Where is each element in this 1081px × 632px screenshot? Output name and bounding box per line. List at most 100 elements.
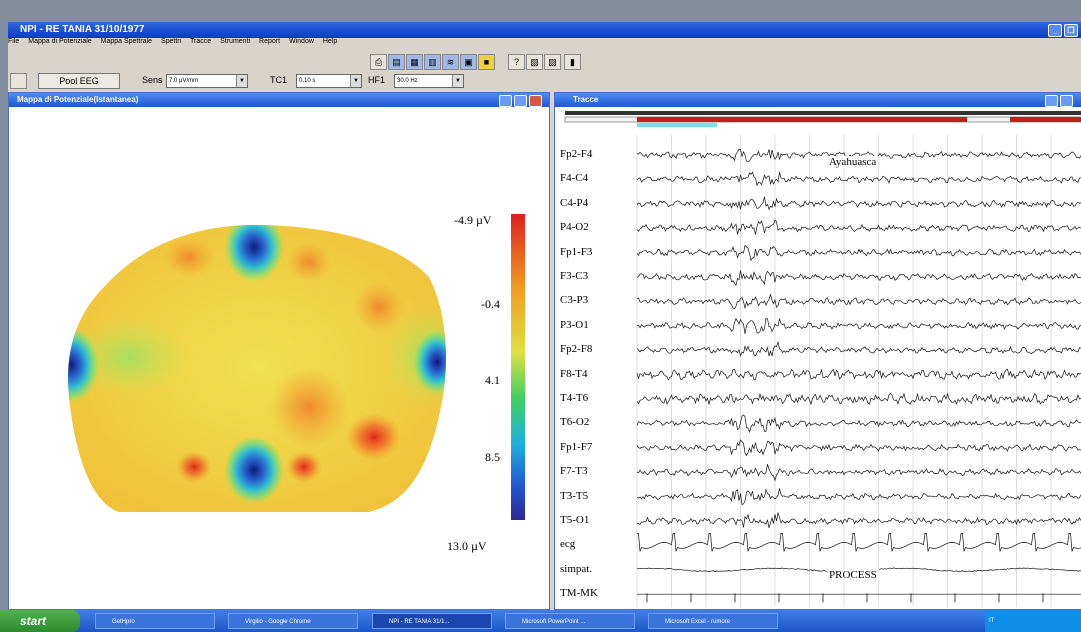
hf-select[interactable]: 30.0 Hz ▼	[394, 74, 464, 88]
eeg-trace	[636, 148, 1081, 162]
trace-grid	[636, 135, 1052, 607]
settings-toolbar: Pool EEG Sens 7.0 µV/mm ▼ TC1 0.10 s ▼ HF1…	[8, 71, 1081, 91]
scale-label-4: 8.5	[485, 450, 500, 464]
language-indicator[interactable]: IT	[989, 618, 995, 624]
restore-button[interactable]: ❐	[1064, 24, 1078, 37]
channel-label: T5-O1	[560, 514, 590, 526]
eeg-trace	[636, 488, 1081, 506]
annotation-ayahuasca: Ayahuasca	[827, 156, 879, 168]
channel-label: F4-C4	[560, 172, 589, 185]
task-powerpoint[interactable]: Microsoft PowerPoint ...	[505, 613, 635, 629]
channel-label: C4-P4	[560, 196, 589, 209]
start-button[interactable]: start	[0, 610, 80, 632]
hf-value: 30.0 Hz	[397, 78, 418, 84]
timeline-marker-bar	[565, 111, 1081, 115]
eeg-trace	[636, 368, 1081, 381]
potential-map-window: Mappa di Potenziale(Istantanea)	[8, 92, 550, 610]
traces-plot	[564, 111, 1081, 607]
map-window-titlebar: Mappa di Potenziale(Istantanea)	[9, 93, 549, 107]
channel-label: P4-O2	[560, 221, 589, 234]
menu-mappa-spettrale[interactable]: Mappa Spettrale	[100, 38, 152, 45]
app-title: NPI - RE TANIA 31/10/1977	[20, 24, 145, 35]
montage-icon[interactable]: ▤	[388, 54, 405, 70]
task-chrome[interactable]: Virgilio - Google Chrome	[228, 613, 358, 629]
color-icon[interactable]: ■	[478, 54, 495, 70]
sens-value: 7.0 µV/mm	[169, 78, 199, 84]
tc-select[interactable]: 0.10 s ▼	[296, 74, 362, 88]
close-button[interactable]	[529, 95, 542, 107]
menu-spettri[interactable]: Spettri	[160, 38, 182, 45]
timeline-segment	[1010, 117, 1081, 122]
chevron-down-icon: ▼	[452, 75, 463, 87]
menu-file[interactable]: File	[8, 38, 20, 45]
layout-icon[interactable]: ▣	[460, 54, 477, 70]
sens-label: Sens	[142, 75, 163, 85]
maximize-button[interactable]	[1060, 95, 1073, 107]
eeg-trace	[636, 439, 1081, 457]
tc-value: 0.10 s	[299, 78, 316, 84]
menu-strumenti[interactable]: Strumenti	[220, 38, 251, 45]
app-titlebar: NPI - RE TANIA 31/10/1977 _ ❐	[8, 22, 1081, 38]
menu-mappa-potenziale[interactable]: Mappa di Potenziale	[28, 38, 92, 45]
minimize-button[interactable]: _	[1048, 24, 1062, 37]
minimize-button[interactable]	[499, 95, 512, 107]
print-icon[interactable]: ⎙	[370, 54, 387, 70]
pool-eeg-button[interactable]: Pool EEG	[38, 73, 120, 89]
spectrum-icon[interactable]: ▥	[424, 54, 441, 70]
bars-icon[interactable]: ▮	[564, 54, 581, 70]
timeline-selection[interactable]	[637, 117, 967, 122]
channel-label: ecg	[560, 538, 576, 551]
scale-label-max: -4.9 µV	[454, 213, 492, 227]
channel-label: T3-T5	[560, 489, 589, 502]
chevron-down-icon: ▼	[350, 75, 361, 87]
timeline-cursor[interactable]	[637, 123, 717, 127]
traces-window-titlebar: Tracce	[555, 93, 1081, 107]
channel-label: T4-T6	[560, 392, 589, 404]
eeg-trace	[636, 293, 1081, 310]
sens-select[interactable]: 7.0 µV/mm ▼	[166, 74, 248, 88]
trace-lines	[636, 148, 1081, 603]
traces-window-title: Tracce	[573, 95, 599, 104]
menu-help[interactable]: Help	[322, 38, 338, 45]
eeg-trace	[636, 392, 1081, 406]
report-icon[interactable]: ▧	[526, 54, 543, 70]
channel-label: F3-C3	[560, 270, 589, 282]
back-icon[interactable]	[10, 73, 27, 89]
map-icon[interactable]: ▦	[406, 54, 423, 70]
menu-report[interactable]: Report	[259, 38, 281, 45]
eeg-trace	[636, 464, 1081, 482]
potential-map	[68, 214, 525, 520]
menu-window[interactable]: Window	[289, 38, 314, 45]
channel-label: TM-MK	[560, 587, 598, 600]
scale-label-3: 4.1	[485, 373, 500, 387]
channel-label: P3-O1	[560, 318, 589, 331]
channel-label: simpat.	[560, 562, 593, 575]
eeg-trace	[636, 270, 1081, 287]
maximize-button[interactable]	[514, 95, 527, 107]
channel-label: Fp1-F7	[560, 440, 593, 453]
help-icon[interactable]: ?	[508, 54, 525, 70]
scale-label-min: 13.0 µV	[447, 539, 487, 553]
channel-label: F7-T3	[560, 465, 588, 478]
eeg-trace	[636, 171, 1081, 187]
map-window-title: Mappa di Potenziale(Istantanea)	[17, 95, 139, 104]
task-gethpro[interactable]: GetHpro	[95, 613, 215, 629]
task-npi[interactable]: NPI - RE TANIA 31/1...	[372, 613, 492, 629]
system-tray: IT	[985, 610, 1081, 632]
task-excel[interactable]: Microsoft Excel - rumore	[648, 613, 778, 629]
eeg-trace	[636, 340, 1081, 357]
channel-label: F8-T4	[560, 367, 588, 380]
chart-icon[interactable]: ▨	[544, 54, 561, 70]
traces-icon[interactable]: ≋	[442, 54, 459, 70]
eeg-trace	[636, 244, 1081, 262]
eeg-trace	[636, 414, 1081, 434]
channel-label: C3-P3	[560, 294, 589, 307]
annotation-process: PROCESS	[827, 569, 879, 581]
menu-tracce[interactable]: Tracce	[190, 38, 212, 45]
menu-bar: File Mappa di Potenziale Mappa Spettrale…	[8, 38, 1081, 51]
hf-label: HF1	[368, 75, 386, 85]
minimize-button[interactable]	[1045, 95, 1058, 107]
tc-label: TC1	[270, 75, 288, 85]
channel-label: T6-O2	[560, 416, 590, 429]
eeg-trace	[637, 533, 1081, 552]
